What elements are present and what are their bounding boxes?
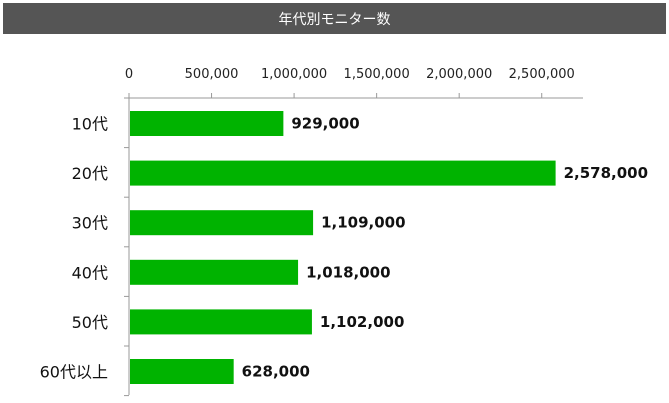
x-tick-label: 500,000: [185, 67, 239, 82]
category-label: 10代: [72, 115, 108, 134]
chart-title-bar: 年代別モニター数: [3, 3, 666, 34]
bar: [130, 111, 284, 136]
value-label: 1,018,000: [306, 263, 390, 281]
bar: [130, 210, 314, 236]
category-label: 50代: [72, 313, 108, 332]
bar: [130, 259, 299, 285]
value-label: 1,102,000: [320, 313, 404, 331]
bar: [130, 160, 556, 186]
bar: [130, 309, 312, 335]
x-tick-label: 1,000,000: [261, 67, 327, 82]
category-label: 60代以上: [40, 363, 108, 382]
category-label: 30代: [72, 214, 108, 233]
value-label: 2,578,000: [564, 164, 648, 182]
x-tick-label: 2,500,000: [509, 67, 575, 82]
bar: [130, 359, 234, 384]
category-label: 20代: [72, 164, 108, 183]
value-label: 628,000: [242, 363, 310, 381]
value-label: 1,109,000: [321, 214, 405, 232]
category-label: 40代: [72, 263, 108, 282]
x-tick-label: 1,500,000: [344, 67, 410, 82]
value-label: 929,000: [291, 115, 359, 133]
x-tick-label: 0: [125, 67, 133, 82]
x-tick-label: 2,000,000: [426, 67, 492, 82]
chart-title: 年代別モニター数: [278, 11, 391, 28]
